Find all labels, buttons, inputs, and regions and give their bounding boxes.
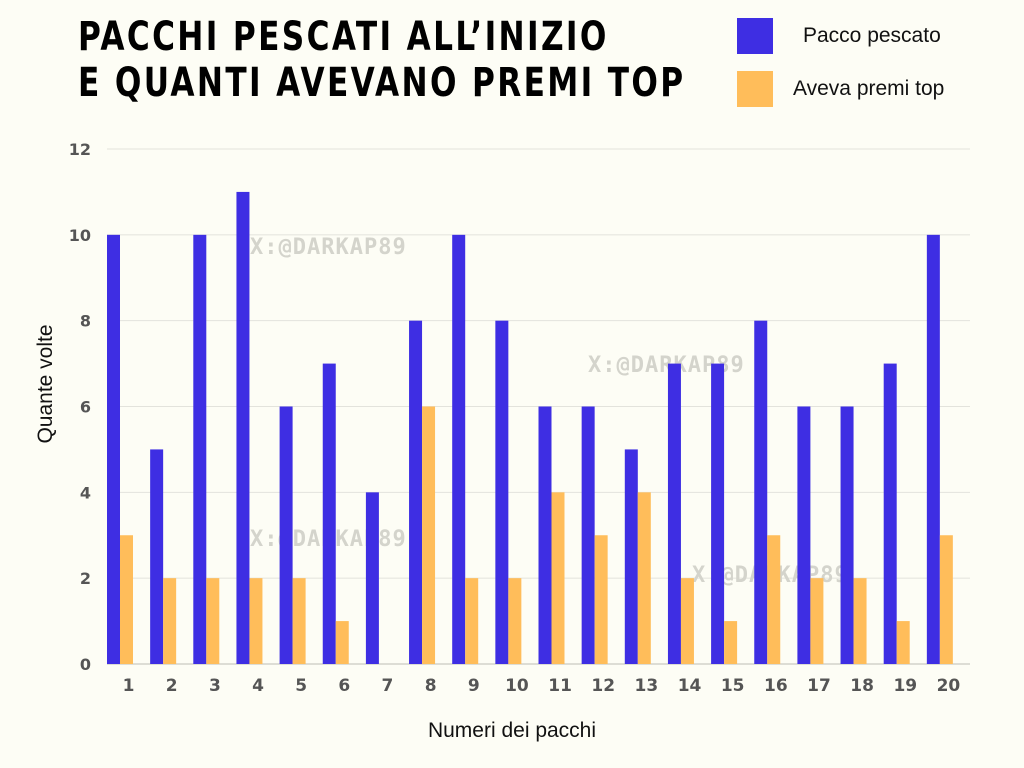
bar-pacco-pescato [365, 492, 379, 664]
bar-premi-top [853, 578, 867, 664]
x-tick-label: 6 [338, 676, 350, 696]
bar-pacco-pescato [667, 363, 681, 664]
x-tick-label: 12 [591, 676, 615, 696]
bar-premi-top [810, 578, 824, 664]
bars [107, 191, 953, 665]
x-tick-label: 1 [123, 676, 135, 696]
bar-premi-top [680, 578, 694, 664]
bar-premi-top [939, 535, 953, 664]
y-axis-ticks: 0 2 4 6 8 10 12 [69, 140, 91, 674]
x-tick-label: 2 [166, 676, 178, 696]
bar-premi-top [422, 406, 436, 664]
x-tick-label: 9 [468, 676, 480, 696]
bar-premi-top [465, 578, 479, 664]
bar-pacco-pescato [150, 449, 164, 664]
bar-pacco-pescato [193, 234, 207, 665]
bar-pacco-pescato [840, 406, 854, 664]
bar-premi-top [594, 535, 608, 664]
bar-premi-top [120, 535, 133, 664]
y-tick-label: 6 [80, 398, 91, 417]
x-tick-label: 17 [807, 676, 831, 696]
x-tick-label: 20 [937, 676, 961, 696]
x-tick-label: 8 [425, 676, 437, 696]
legend-swatch-pacco-pescato [737, 18, 773, 54]
x-tick-label: 5 [295, 676, 307, 696]
x-tick-label: 19 [893, 676, 917, 696]
legend-swatch-premi-top [737, 71, 773, 107]
bar-pacco-pescato [107, 234, 120, 665]
bar-pacco-pescato [624, 449, 638, 664]
x-axis-title: Numeri dei pacchi [428, 719, 596, 742]
x-tick-label: 11 [548, 676, 572, 696]
bar-pacco-pescato [581, 406, 595, 664]
y-tick-label: 8 [80, 312, 91, 331]
bar-pacco-pescato [797, 406, 811, 664]
bar-premi-top [335, 621, 349, 664]
bar-premi-top [249, 578, 263, 664]
legend-label-pacco-pescato: Pacco pescato [803, 24, 941, 47]
y-tick-label: 0 [80, 655, 91, 674]
x-tick-label: 3 [209, 676, 221, 696]
x-tick-label: 4 [252, 676, 264, 696]
x-tick-label: 13 [635, 676, 659, 696]
x-axis-ticks: 1 2 3 4 5 6 7 8 9 10 11 12 13 14 15 16 17 18 19 20 [123, 676, 961, 696]
bar-premi-top [508, 578, 522, 664]
bar-premi-top [724, 621, 738, 664]
bar-premi-top [206, 578, 220, 664]
y-axis-title: Quante volte [34, 324, 57, 443]
bar-pacco-pescato [279, 406, 293, 664]
title-line-2: E QUANTI AVEVANO PREMI TOP [78, 60, 686, 106]
x-tick-label: 14 [678, 676, 702, 696]
bar-premi-top [292, 578, 306, 664]
chart-title: PACCHI PESCATI ALL’INIZIO E QUANTI AVEVA… [78, 14, 685, 106]
bar-premi-top [767, 535, 781, 664]
bar-premi-top [163, 578, 177, 664]
bar-pacco-pescato [538, 406, 552, 664]
watermark-text: X:@DARKAP89 [250, 235, 407, 260]
bar-pacco-pescato [495, 320, 509, 664]
bar-pacco-pescato [409, 320, 423, 664]
x-tick-label: 15 [721, 676, 745, 696]
bar-premi-top [551, 492, 565, 664]
bar-pacco-pescato [754, 320, 768, 664]
bar-pacco-pescato [236, 191, 250, 664]
bar-pacco-pescato [883, 363, 897, 664]
y-tick-label: 12 [69, 140, 91, 159]
x-tick-label: 7 [382, 676, 394, 696]
legend-label-premi-top: Aveva premi top [793, 77, 945, 100]
bar-pacco-pescato [322, 363, 336, 664]
title-line-1: PACCHI PESCATI ALL’INIZIO [78, 14, 609, 60]
bar-premi-top [896, 621, 910, 664]
x-tick-label: 16 [764, 676, 788, 696]
legend-item-premi-top: Aveva premi top [737, 71, 944, 107]
x-tick-label: 18 [850, 676, 874, 696]
y-tick-label: 10 [69, 226, 91, 245]
legend-item-pacco-pescato: Pacco pescato [737, 18, 941, 54]
bar-premi-top [637, 492, 651, 664]
y-tick-label: 2 [80, 569, 91, 588]
y-tick-label: 4 [80, 483, 91, 502]
bar-pacco-pescato [452, 234, 466, 665]
x-tick-label: 10 [505, 676, 529, 696]
bar-pacco-pescato [926, 234, 940, 665]
bar-pacco-pescato [711, 363, 725, 664]
